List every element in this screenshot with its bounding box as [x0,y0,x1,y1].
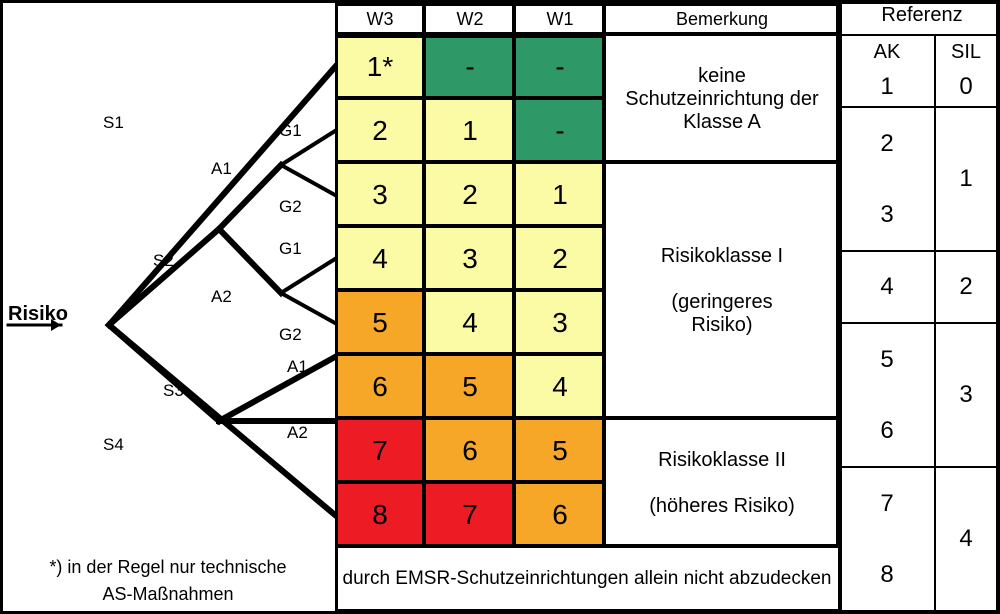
sil-value: 0 [959,73,972,101]
ak-label: AK [874,41,901,64]
matrix-cell: - [425,35,515,99]
matrix-cell: 2 [515,227,605,291]
matrix-header: Bemerkung [605,3,839,35]
sil-label: SIL [951,41,981,64]
reference-table: ReferenzAK1SIL023142563784 [839,3,997,611]
matrix-cell: - [515,99,605,163]
remark-cell: keine Schutzeinrichtung der Klasse A [605,35,839,163]
thick-border [335,160,605,163]
ref-ak-cell: 56 [839,323,935,467]
matrix-cell: 6 [335,355,425,419]
thick-border [335,352,605,355]
ak-value: 6 [880,417,893,445]
matrix-cell: - [515,35,605,99]
matrix-cell: 6 [425,419,515,483]
thick-border [512,3,515,547]
ref-ak-cell: 4 [839,251,935,323]
sil-value: 4 [959,525,972,553]
thick-border [605,416,839,419]
matrix-cell: 3 [335,163,425,227]
thick-border [335,96,605,99]
ak-value: 8 [880,561,893,589]
matrix-header: W1 [515,3,605,35]
sil-value: 3 [959,381,972,409]
ak-value: 5 [880,346,893,374]
matrix-cell: 2 [335,99,425,163]
matrix-cell: 1* [335,35,425,99]
tree-label-g2_a2: G2 [279,325,302,345]
thick-border [335,544,839,547]
thick-border [335,480,605,483]
ak-value: 7 [880,490,893,518]
risk-matrix: W3W2W1Bemerkung1*--21-321432543654765876… [335,3,839,611]
matrix-cell: 5 [335,291,425,355]
remark-cell: Risikoklasse II (höheres Risiko) [605,419,839,547]
tree-label-g2_a1: G2 [279,197,302,217]
matrix-cell: 5 [515,419,605,483]
ref-sil-cell: 4 [935,467,997,611]
thick-border [335,288,605,291]
ref-ak-cell: 23 [839,107,935,251]
footnote-line2: AS-Maßnahmen [13,584,323,605]
ref-sil-cell: 1 [935,107,997,251]
ref-sil-cell: SIL 0 [935,35,997,107]
footnote: *) in der Regel nur technische AS-Maßnah… [13,557,323,605]
ak-value: 4 [880,273,893,301]
thick-border [335,416,605,419]
matrix-cell: 4 [515,355,605,419]
thick-border [335,35,605,38]
ak-value: 1 [880,73,893,101]
tree-label-a1_bot: A1 [287,357,308,377]
matrix-footer: durch EMSR-Schutzeinrichtungen allein ni… [335,547,839,611]
matrix-cell: 2 [425,163,515,227]
ref-ak-cell: AK 1 [839,35,935,107]
ak-value: 3 [880,201,893,229]
ref-ak-cell: 78 [839,467,935,611]
risk-graph-frame: Risiko S1 S2 S3 S4 A1 A2 G1 G2 G1 G2 A1 A2 *) in de… [0,0,1000,614]
tree-label-s2: S2 [153,251,174,271]
ref-sil-cell: 3 [935,323,997,467]
matrix-header: W2 [425,3,515,35]
divider [335,3,338,611]
divider [839,3,842,611]
matrix-header: W3 [335,3,425,35]
tree-label-a1_top: A1 [211,159,232,179]
tree-label-s3: S3 [163,381,184,401]
ref-sil-cell: 2 [935,251,997,323]
remark-cell: Risikoklasse I (geringeres Risiko) [605,163,839,419]
ak-value: 2 [880,130,893,158]
tree-label-s4: S4 [103,435,124,455]
matrix-cell: 3 [425,227,515,291]
thick-border [605,160,839,163]
matrix-cell: 4 [425,291,515,355]
matrix-cell: 4 [335,227,425,291]
sil-value: 2 [959,273,972,301]
thick-border [335,224,605,227]
tree-label-a2_top: A2 [211,287,232,307]
tree-label-s1: S1 [103,113,124,133]
thick-border [602,3,605,547]
matrix-cell: 8 [335,483,425,547]
thick-border [422,3,425,547]
footnote-line1: *) in der Regel nur technische [13,557,323,578]
matrix-cell: 7 [335,419,425,483]
tree-label-g1_a1: G1 [279,121,302,141]
tree-label-a2_bot: A2 [287,423,308,443]
thick-border [335,3,839,6]
thick-border [335,609,839,612]
matrix-cell: 1 [515,163,605,227]
tree-label-g1_a2: G1 [279,239,302,259]
matrix-cell: 7 [425,483,515,547]
reference-title: Referenz [839,3,997,35]
matrix-cell: 3 [515,291,605,355]
matrix-cell: 1 [425,99,515,163]
matrix-cell: 5 [425,355,515,419]
sil-value: 1 [959,165,972,193]
matrix-cell: 6 [515,483,605,547]
root-label: Risiko [8,303,68,326]
